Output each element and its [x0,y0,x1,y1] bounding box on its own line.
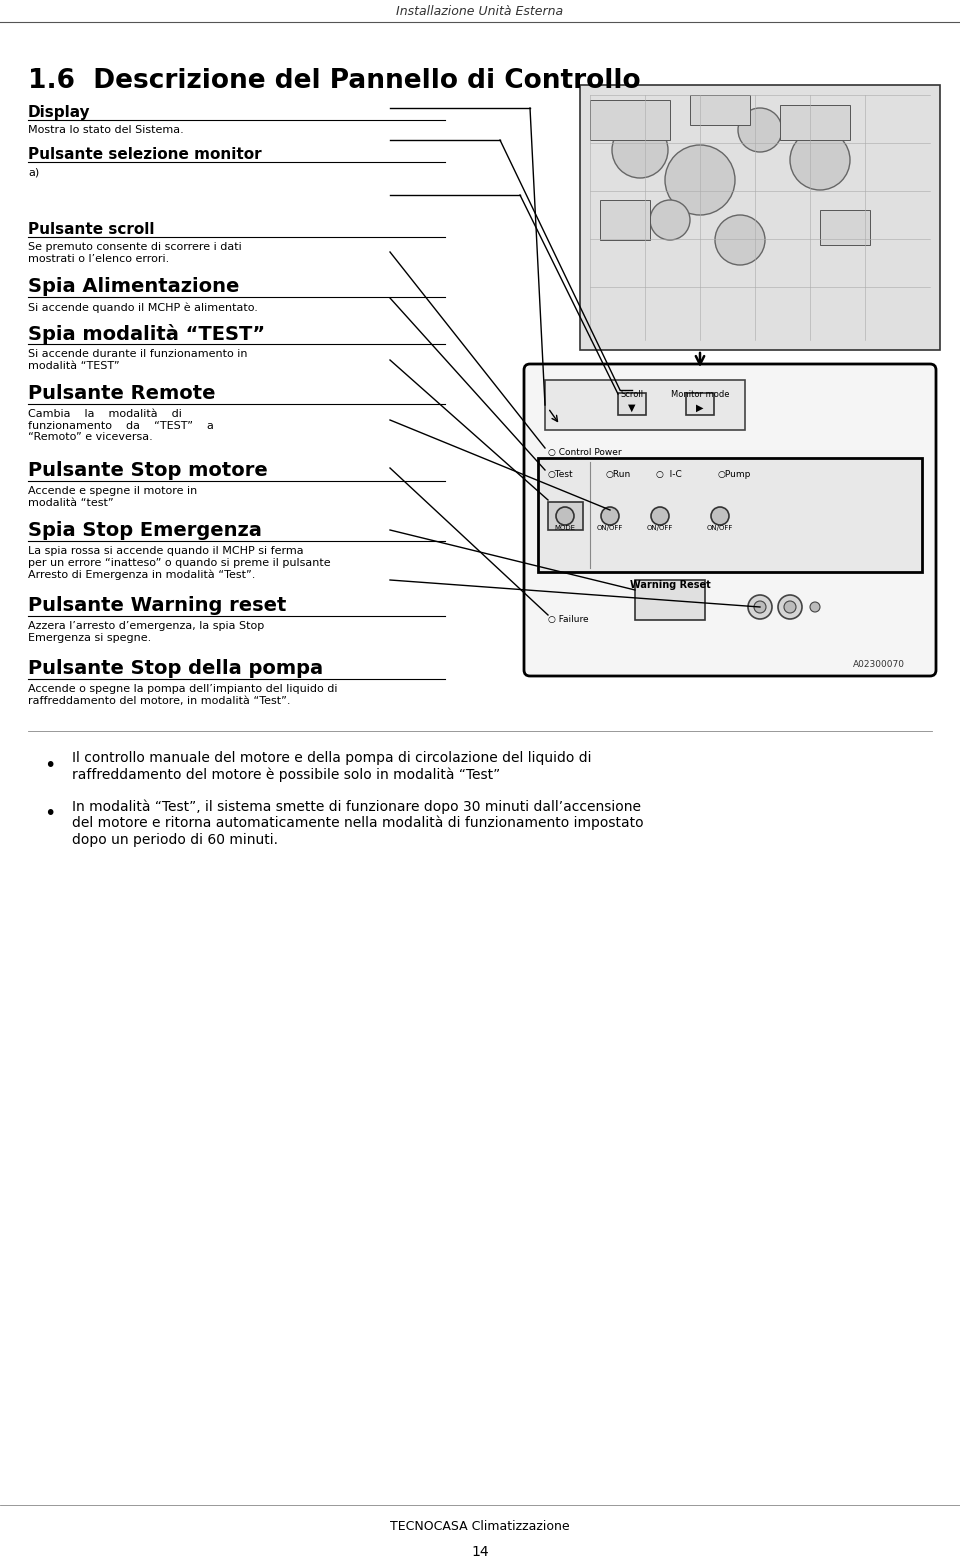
Circle shape [715,215,765,265]
Text: ○Pump: ○Pump [718,470,752,480]
Text: TECNOCASA Climatizzazione: TECNOCASA Climatizzazione [390,1520,570,1534]
Text: Pulsante Remote: Pulsante Remote [28,385,215,403]
Circle shape [790,129,850,190]
Circle shape [601,508,619,525]
Bar [635,581,705,620]
Text: •: • [44,803,56,824]
Text: ▼: ▼ [628,403,636,413]
Text: Pulsante Stop motore: Pulsante Stop motore [28,461,268,480]
Circle shape [784,601,796,613]
Text: Cambia    la    modalità    di
funzionamento    da    “TEST”    a
“Remoto” e vic: Cambia la modalità di funzionamento da “… [28,409,214,442]
Text: Display: Display [28,104,90,120]
Text: Pulsante Stop della pompa: Pulsante Stop della pompa [28,659,324,677]
Text: Scroll: Scroll [620,389,643,399]
Text: a): a) [28,167,39,177]
Circle shape [754,601,766,613]
Circle shape [665,145,735,215]
Text: ON/OFF: ON/OFF [597,525,623,531]
Text: •: • [44,757,56,775]
Text: Azzera l’arresto d’emergenza, la spia Stop
Emergenza si spegne.: Azzera l’arresto d’emergenza, la spia St… [28,621,264,643]
Bar [545,380,745,430]
Bar [580,86,940,350]
Text: Accende e spegne il motore in
modalità “test”: Accende e spegne il motore in modalità “… [28,486,197,508]
Bar [618,392,646,416]
Text: Si accende durante il funzionamento in
modalità “TEST”: Si accende durante il funzionamento in m… [28,349,248,371]
Bar [820,210,870,244]
Text: 1.6  Descrizione del Pannello di Controllo: 1.6 Descrizione del Pannello di Controll… [28,69,640,93]
Bar [590,100,670,140]
Bar [600,199,650,240]
Text: Spia modalità “TEST”: Spia modalità “TEST” [28,324,265,344]
Bar [780,104,850,140]
Circle shape [612,121,668,177]
Text: A02300070: A02300070 [853,660,905,670]
Circle shape [651,508,669,525]
Bar [690,95,750,125]
Text: Accende o spegne la pompa dell’impianto del liquido di
raffreddamento del motore: Accende o spegne la pompa dell’impianto … [28,684,338,705]
Text: ▶: ▶ [696,403,704,413]
FancyBboxPatch shape [538,458,922,571]
Circle shape [738,107,782,153]
Text: Monitor mode: Monitor mode [671,389,730,399]
Text: Se premuto consente di scorrere i dati
mostrati o l’elenco errori.: Se premuto consente di scorrere i dati m… [28,241,242,263]
Text: La spia rossa si accende quando il MCHP si ferma
per un errore “inatteso” o quan: La spia rossa si accende quando il MCHP … [28,547,330,579]
Text: Pulsante Warning reset: Pulsante Warning reset [28,596,286,615]
Text: In modalità “Test”, il sistema smette di funzionare dopo 30 minuti dall’accensio: In modalità “Test”, il sistema smette di… [72,799,643,847]
Text: Warning Reset: Warning Reset [630,581,710,590]
Text: ON/OFF: ON/OFF [647,525,673,531]
Text: MODE: MODE [555,525,575,531]
Text: Mostra lo stato del Sistema.: Mostra lo stato del Sistema. [28,125,183,135]
Text: ON/OFF: ON/OFF [707,525,733,531]
Text: ○  I-C: ○ I-C [656,470,682,480]
Text: Si accende quando il MCHP è alimentato.: Si accende quando il MCHP è alimentato. [28,302,258,313]
Text: ○ Control Power: ○ Control Power [548,448,622,458]
Bar [686,392,714,416]
Text: Pulsante scroll: Pulsante scroll [28,223,155,237]
Text: Pulsante selezione monitor: Pulsante selezione monitor [28,146,262,162]
Bar [548,501,583,529]
Circle shape [711,508,729,525]
Text: Il controllo manuale del motore e della pompa di circolazione del liquido di
raf: Il controllo manuale del motore e della … [72,750,591,782]
Circle shape [810,603,820,612]
Circle shape [778,595,802,620]
Text: 14: 14 [471,1545,489,1557]
Text: ○ Failure: ○ Failure [548,615,588,624]
Text: Spia Alimentazione: Spia Alimentazione [28,277,239,296]
Text: Installazione Unità Esterna: Installazione Unità Esterna [396,5,564,19]
Circle shape [650,199,690,240]
Circle shape [556,508,574,525]
Text: ○Test: ○Test [548,470,574,480]
Circle shape [748,595,772,620]
Text: ○Run: ○Run [605,470,631,480]
FancyBboxPatch shape [524,364,936,676]
Text: Spia Stop Emergenza: Spia Stop Emergenza [28,522,262,540]
